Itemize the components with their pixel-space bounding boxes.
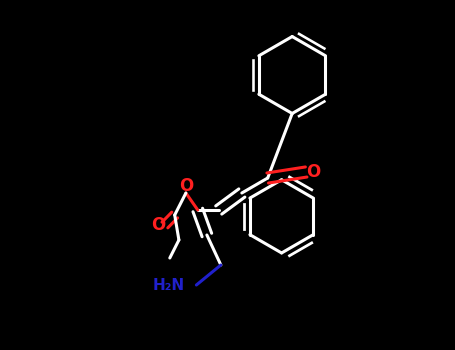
Text: O: O	[179, 177, 193, 195]
Text: O: O	[152, 216, 166, 234]
Text: O: O	[306, 163, 320, 181]
Text: H₂N: H₂N	[153, 278, 185, 293]
